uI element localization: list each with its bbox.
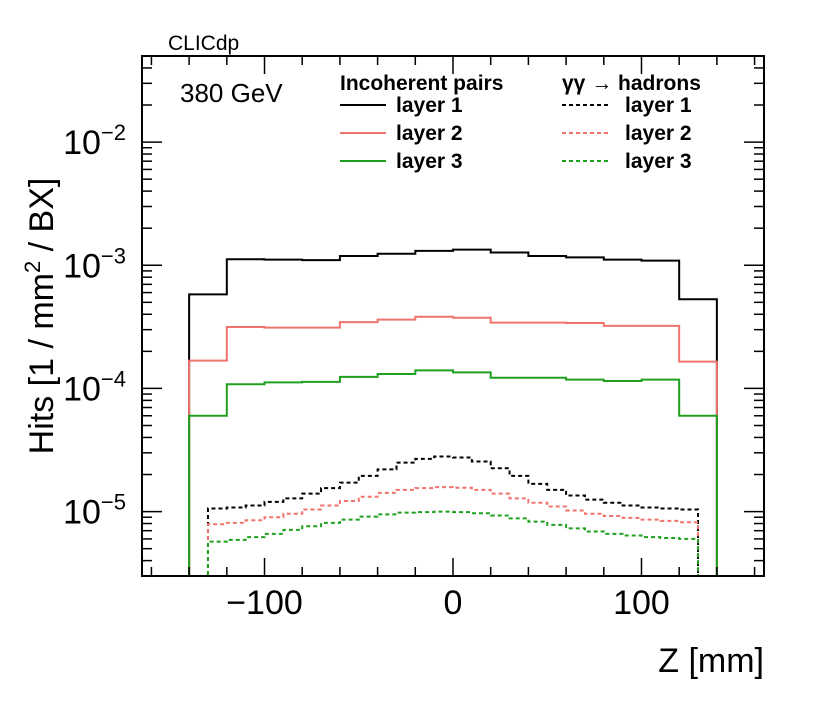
y-tick-label: 10−4 [63, 366, 126, 408]
x-tick-label: 100 [613, 584, 670, 622]
legend-label-hadrons-layer-3: layer 3 [625, 150, 692, 173]
y-tick-label: 10−3 [63, 243, 126, 285]
legend-label-incoherent-layer-3: layer 3 [396, 150, 463, 173]
series-line-incoherent-layer-1 [188, 248, 718, 576]
legend-label-hadrons-layer-1: layer 1 [625, 94, 692, 117]
energy-label: 380 GeV [180, 78, 283, 108]
legend-group-title-incoherent: Incoherent pairs [340, 72, 503, 95]
series-line-hadrons-layer-1 [206, 455, 700, 576]
x-axis-label: Z [mm] [658, 642, 764, 680]
x-tick-label: 0 [444, 584, 463, 622]
y-axis-label: Hits [1 / mm2 / BX] [20, 178, 61, 455]
legend-label-incoherent-layer-1: layer 1 [396, 94, 463, 117]
x-tick-label: −100 [226, 584, 303, 622]
series-layer [188, 248, 718, 576]
legend-group-title-hadrons: γγ → hadrons [562, 72, 701, 95]
ticks-layer: −100 0 100 10−5 10−4 10−3 10−2 [63, 55, 764, 622]
experiment-label: CLICdp [168, 32, 239, 55]
series-line-hadrons-layer-3 [206, 510, 700, 576]
y-tick-label: 10−5 [63, 490, 126, 532]
y-tick-label: 10−2 [63, 120, 126, 162]
legend-label-hadrons-layer-2: layer 2 [625, 122, 692, 145]
series-line-hadrons-layer-2 [206, 486, 700, 576]
legend: Incoherent pairs γγ → hadrons layer 1 lay… [340, 72, 701, 173]
legend-label-incoherent-layer-2: layer 2 [396, 122, 463, 145]
series-line-incoherent-layer-3 [188, 369, 718, 576]
series-line-incoherent-layer-2 [188, 315, 718, 576]
